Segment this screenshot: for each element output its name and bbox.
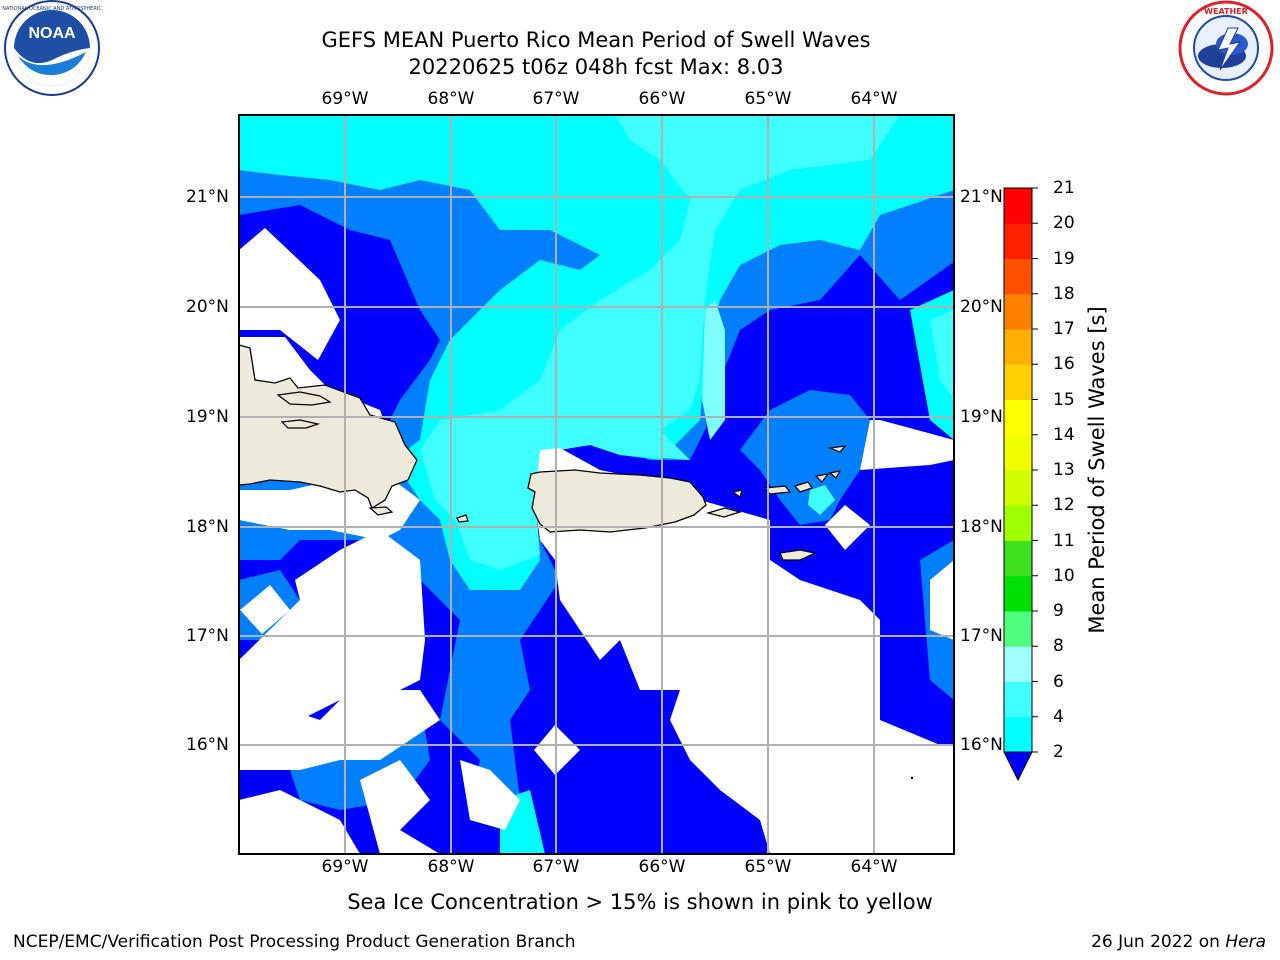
lat-label-left: 21°N	[186, 187, 229, 207]
colorbar	[1003, 187, 1038, 782]
field-band-6-8	[930, 310, 954, 400]
lon-label-top: 66°W	[638, 89, 686, 109]
field-band-6-8	[808, 485, 835, 515]
lat-label-right: 18°N	[960, 517, 1003, 537]
colorbar-segment	[1004, 470, 1032, 506]
colorbar-segment	[1004, 293, 1032, 330]
land-tortuga	[276, 391, 332, 406]
land-mona	[456, 514, 469, 523]
lat-label-right: 21°N	[960, 187, 1003, 207]
colorbar-tick-label: 11	[1053, 530, 1075, 551]
colorbar-tick-label: 16	[1053, 354, 1075, 375]
colorbar-segment	[1004, 716, 1032, 753]
colorbar-segment	[1004, 646, 1032, 682]
lat-label-right: 19°N	[960, 407, 1003, 427]
colorbar-segment	[1004, 611, 1032, 647]
land-virgin-islands	[763, 445, 847, 495]
footer-date: 26 Jun 2022 on Hera	[1091, 932, 1266, 952]
chart-title: GEFS MEAN Puerto Rico Mean Period of Swe…	[321, 28, 871, 52]
lat-label-right: 16°N	[960, 735, 1003, 755]
colorbar-segment	[1004, 329, 1032, 365]
lon-label-top: 65°W	[744, 89, 792, 109]
footer-branch: NCEP/EMC/Verification Post Processing Pr…	[13, 932, 576, 952]
colorbar-tick-label: 14	[1053, 424, 1075, 445]
colorbar-tick-label: 21	[1053, 178, 1075, 198]
svg-text:NOAA: NOAA	[28, 25, 76, 42]
chart-subtitle: 20220625 t06z 048h fcst Max: 8.03	[408, 55, 784, 79]
map-frame	[238, 114, 955, 855]
field-band-8-9	[702, 300, 725, 440]
land-saona	[368, 506, 394, 516]
colorbar-tick-label: 9	[1053, 601, 1064, 621]
lon-label-bottom: 67°W	[532, 857, 580, 877]
lat-label-right: 17°N	[960, 626, 1003, 646]
colorbar-extend	[1003, 751, 1033, 782]
lat-label-left: 16°N	[186, 735, 229, 755]
gridlines	[239, 115, 954, 854]
colorbar-tick-label: 12	[1053, 495, 1075, 516]
lat-label-left: 19°N	[186, 407, 229, 427]
colorbar-segment	[1004, 364, 1032, 400]
noaa-logo: NOAA NATIONAL OCEANIC AND ATMOSPHERIC	[2, 0, 102, 96]
colorbar-segment	[1004, 188, 1032, 224]
field-band-2-4	[740, 390, 870, 525]
land-culebra	[731, 489, 743, 498]
colorbar-title: Mean Period of Swell Waves [s]	[1085, 306, 1109, 634]
colorbar-tick-label: 17	[1053, 319, 1075, 339]
colorbar-tick-label: 15	[1053, 389, 1075, 410]
lon-label-top: 67°W	[532, 89, 580, 109]
colorbar-tick-label: 10	[1053, 565, 1075, 586]
lat-label-left: 20°N	[186, 297, 229, 317]
footer-date-text: 26 Jun 2022 on	[1091, 932, 1220, 952]
land-st-croix	[779, 549, 817, 561]
lon-label-bottom: 65°W	[744, 857, 792, 877]
colorbar-segment	[1004, 540, 1032, 577]
lon-label-top: 64°W	[850, 89, 898, 109]
sea-ice-note: Sea Ice Concentration > 15% is shown in …	[347, 890, 933, 914]
lat-label-right: 20°N	[960, 297, 1003, 317]
colorbar-tick-label: 2	[1053, 742, 1064, 762]
svg-text:NATIONAL OCEANIC AND ATMOSPHER: NATIONAL OCEANIC AND ATMOSPHERIC	[2, 6, 102, 12]
colorbar-tick-label: 6	[1053, 671, 1064, 692]
land-vieques	[705, 507, 743, 518]
colorbar-segment	[1004, 399, 1032, 436]
nws-logo: WEATHER	[1178, 0, 1274, 96]
land-gonave	[280, 419, 321, 429]
colorbar-tick-label: 4	[1053, 706, 1064, 727]
colorbar-tick-label: 19	[1053, 248, 1075, 269]
colorbar-segment	[1004, 681, 1032, 718]
lat-label-left: 18°N	[186, 517, 229, 537]
land-hispaniola	[239, 344, 418, 509]
field-band-2-4	[239, 115, 954, 800]
lon-label-bottom: 69°W	[321, 857, 369, 877]
lon-label-top: 68°W	[427, 89, 475, 109]
footer-host: Hera	[1225, 932, 1266, 952]
lon-label-bottom: 66°W	[638, 857, 686, 877]
lon-label-top: 69°W	[321, 89, 369, 109]
colorbar-tick-label: 13	[1053, 460, 1075, 480]
colorbar-segment	[1004, 505, 1032, 541]
lon-label-bottom: 68°W	[427, 857, 475, 877]
colorbar-tick-label: 18	[1053, 283, 1075, 304]
colorbar-segment	[1004, 434, 1032, 471]
colorbar-tick-label: 8	[1053, 636, 1064, 657]
colorbar-tick-label: 20	[1053, 213, 1075, 234]
colorbar-segment	[1004, 575, 1032, 612]
lat-label-left: 17°N	[186, 626, 229, 646]
colorbar-segment	[1004, 258, 1032, 295]
svg-text:WEATHER: WEATHER	[1204, 7, 1248, 16]
lon-label-bottom: 64°W	[850, 857, 898, 877]
colorbar-segment	[1004, 223, 1032, 259]
